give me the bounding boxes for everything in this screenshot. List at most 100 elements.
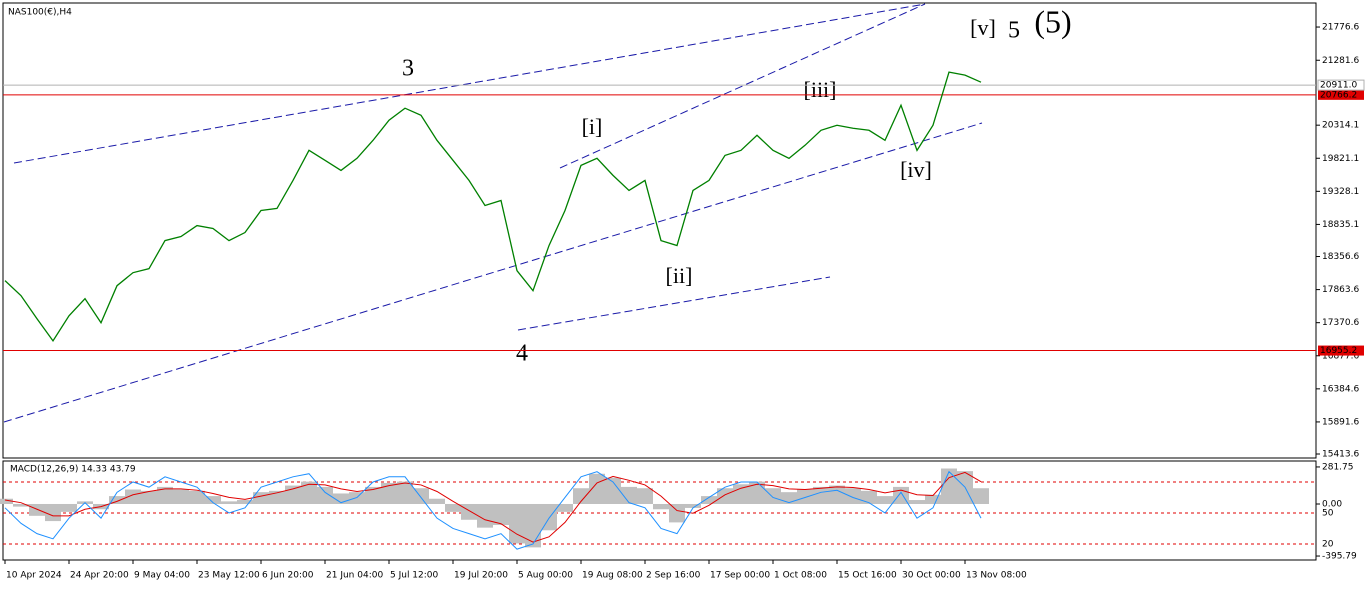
macd-bar [861, 490, 877, 504]
macd-bar [461, 503, 477, 520]
trendline [517, 276, 831, 331]
wave-labels: 3 4 [i] [ii] [iii] [iv] [v] 5 (5) [402, 3, 1072, 366]
y-tick-label: 21776.6 [1322, 23, 1359, 33]
x-tick-label: 21 Jun 04:00 [326, 571, 383, 581]
wave-label: [iii] [804, 77, 837, 102]
wave-label: [iv] [900, 157, 932, 182]
y-tick-label: 16384.6 [1322, 384, 1359, 394]
macd-bar [845, 488, 861, 504]
signal-line [4, 471, 982, 543]
x-tick-label: 10 Apr 2024 [6, 571, 62, 581]
trendlines [3, 3, 983, 423]
wave-label: (5) [1034, 3, 1071, 39]
indicator-title: MACD(12,26,9) 14.33 43.79 [10, 465, 136, 475]
macd-bar [557, 503, 573, 512]
macd-bar [701, 496, 717, 504]
macd-bar [477, 503, 493, 528]
trendline [559, 3, 926, 169]
macd-bar [125, 489, 141, 504]
macd-bar [221, 501, 237, 504]
trendline [3, 122, 983, 423]
main-panel [2, 2, 1317, 459]
y-tick-label: 281.75 [1322, 462, 1354, 472]
chart-title: NAS100(€),H4 [8, 8, 72, 18]
oscillator-line [4, 470, 982, 550]
macd-bar [605, 477, 621, 504]
macd-bar [877, 496, 893, 504]
x-tick-label: 17 Sep 00:00 [710, 571, 770, 581]
y-tick-label: 15413.6 [1322, 450, 1359, 460]
y-tick-label: -395.79 [1322, 552, 1357, 562]
macd-bar [909, 500, 925, 504]
y2-tick-label: 50 [1322, 508, 1334, 518]
macd-bar [813, 486, 829, 504]
macd-bar [365, 486, 381, 504]
y-tick-label: 20314.1 [1322, 121, 1359, 131]
x-tick-label: 30 Oct 00:00 [902, 571, 961, 581]
y-tick-label: 21281.6 [1322, 56, 1359, 66]
macd-bar [973, 488, 989, 504]
wave-label: 5 [1008, 18, 1020, 44]
macd-bar [317, 486, 333, 504]
current-price-box [1317, 79, 1365, 91]
wave-label: 4 [516, 341, 528, 367]
macd-bar [525, 503, 541, 548]
macd-bar [0, 498, 13, 504]
macd-bar [349, 492, 365, 504]
x-tick-label: 1 Oct 08:00 [774, 571, 827, 581]
macd-bar [157, 486, 173, 504]
x-tick-label: 5 Jul 12:00 [390, 571, 439, 581]
macd-bar [941, 468, 957, 504]
macd-bar [45, 503, 61, 522]
macd-bar [493, 503, 509, 526]
macd-bar [717, 488, 733, 504]
y-tick-label: 17370.6 [1322, 318, 1359, 328]
macd-bar [301, 481, 317, 504]
y-tick-label: 19821.1 [1322, 154, 1359, 164]
macd-bar [781, 492, 797, 504]
macd-bar [925, 494, 941, 504]
macd-bar [797, 489, 813, 504]
price-line [4, 71, 982, 342]
macd-bar [637, 488, 653, 504]
y-tick-label: 19328.1 [1322, 187, 1359, 197]
level-label: 20766.2 [1320, 90, 1357, 100]
y-tick-label: 0.00 [1322, 499, 1342, 509]
macd-bar [733, 484, 749, 504]
x-tick-label: 5 Aug 00:00 [518, 571, 573, 581]
level-box [1318, 89, 1364, 100]
macd-bar [509, 503, 525, 544]
macd-bar [237, 500, 253, 504]
wave-label: [v] [970, 15, 996, 40]
macd-bar [397, 481, 413, 504]
x-tick-label: 6 Jun 20:00 [262, 571, 314, 581]
macd-bar [381, 482, 397, 504]
macd-bar [653, 503, 669, 510]
macd-bar [669, 503, 685, 523]
wave-label: [ii] [666, 263, 693, 288]
macd-bar [429, 498, 445, 504]
macd-bar [61, 503, 77, 512]
current-price-label: 20911.0 [1320, 81, 1357, 91]
y-tick-label: 18356.6 [1322, 252, 1359, 262]
macd-bar [749, 481, 765, 504]
x-tick-label: 15 Oct 16:00 [838, 571, 897, 581]
trendline [13, 3, 926, 164]
y-tick-label: 16877.6 [1322, 351, 1359, 361]
macd-bar [621, 486, 637, 504]
macd-bar [285, 485, 301, 504]
macd-bar [173, 489, 189, 504]
y-tick-label: 15891.6 [1322, 417, 1359, 427]
x-tick-label: 24 Apr 20:00 [70, 571, 129, 581]
macd-bar [685, 503, 701, 508]
macd-bar [445, 503, 461, 512]
y-tick-label: 18835.1 [1322, 220, 1359, 230]
x-tick-label: 19 Jul 20:00 [454, 571, 508, 581]
wave-label: 3 [402, 56, 414, 82]
macd-bar [29, 503, 45, 516]
level-label: 16955.2 [1320, 346, 1357, 356]
macd-bar [13, 503, 29, 507]
macd-bar [829, 485, 845, 504]
